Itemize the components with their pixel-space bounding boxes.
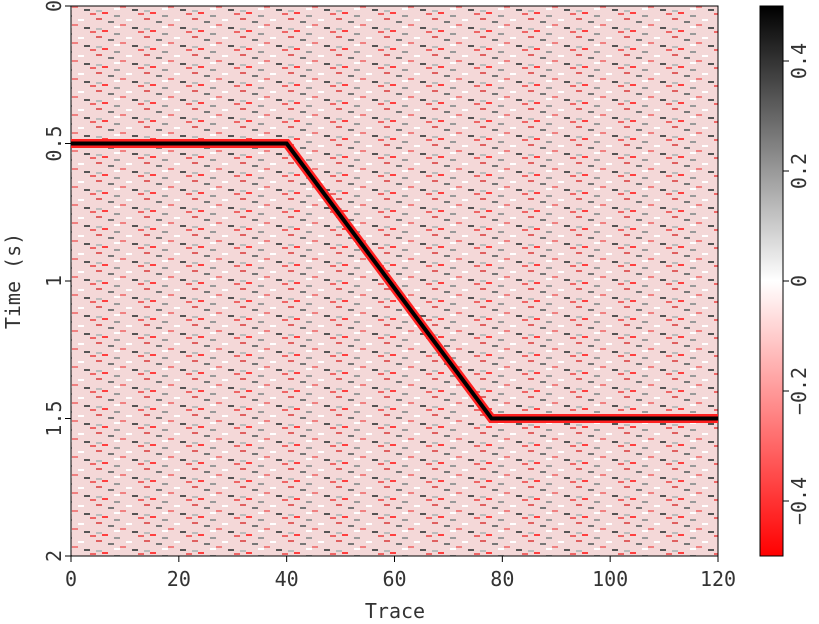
colorbar-tick-label: 0 [787, 275, 811, 287]
y-tick-label: 0 [42, 0, 66, 12]
x-tick-label: 20 [167, 567, 191, 591]
y-tick-label: 0.5 [42, 125, 66, 161]
x-tick-label: 80 [490, 567, 514, 591]
x-tick-label: 0 [65, 567, 77, 591]
colorbar-tick-label: 0.2 [787, 153, 811, 189]
x-tick-label: 60 [382, 567, 406, 591]
colorbar-tick-label: −0.4 [787, 477, 811, 525]
event-line [71, 141, 718, 421]
x-tick-label: 120 [700, 567, 736, 591]
y-tick-label: 1 [42, 275, 66, 287]
colorbar [759, 5, 784, 557]
x-tick-label: 40 [275, 567, 299, 591]
y-axis-label: Time (s) [1, 233, 25, 329]
colorbar-tick-label: −0.2 [787, 367, 811, 415]
x-axis-label: Trace [365, 599, 425, 623]
colorbar-tick-label: 0.4 [787, 43, 811, 79]
y-tick-label: 1.5 [42, 400, 66, 436]
x-tick-label: 100 [592, 567, 628, 591]
y-tick-label: 2 [42, 550, 66, 562]
